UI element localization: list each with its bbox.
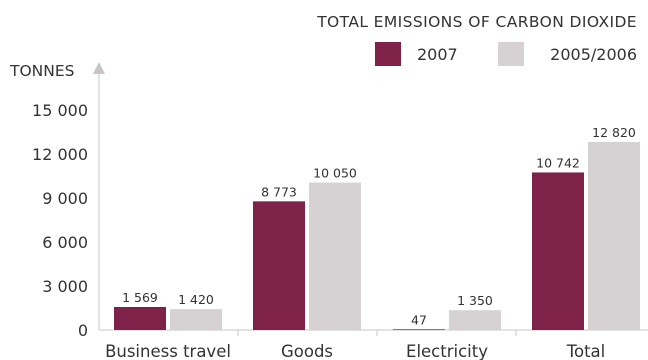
x-tick-label: Total [566,342,606,360]
y-tick-label: 12 000 [32,145,88,164]
x-tick-label: Electricity [406,342,488,360]
y-axis-ticks: 0 3 000 6 000 9 000 12 000 15 000 [32,101,88,340]
legend: 2007 2005/2006 [375,42,637,66]
data-label-2007: 47 [411,312,427,327]
bar-2007 [532,172,584,330]
legend-swatch-2005-2006 [498,42,524,66]
bar-2005-2006 [449,310,501,330]
y-axis-unit-label: TONNES [9,62,75,80]
x-axis-ticks: Business travel Goods Electricity Total [105,330,605,360]
chart-title: TOTAL EMISSIONS OF CARBON DIOXIDE [316,13,637,31]
y-axis-arrow [93,62,105,74]
data-labels: 1 569 8 773 47 10 742 1 420 10 050 1 350 12 820 [122,125,636,327]
x-tick-label: Business travel [105,342,231,360]
bars [114,141,640,330]
y-tick-label: 0 [78,321,88,340]
data-label-2005-2006: 10 050 [313,166,357,181]
data-label-2005-2006: 1 350 [457,293,493,308]
y-tick-label: 3 000 [42,277,88,296]
bar-2005-2006 [309,182,361,330]
data-label-2007: 10 742 [536,155,580,170]
y-tick-label: 6 000 [42,233,88,252]
bar-2007 [393,329,445,330]
legend-label-2007: 2007 [417,45,458,64]
bar-2007 [253,201,305,330]
legend-label-2005-2006: 2005/2006 [550,45,637,64]
bar-2005-2006 [588,141,640,330]
legend-swatch-2007 [375,42,401,66]
bar-2005-2006 [170,309,222,330]
y-tick-label: 9 000 [42,189,88,208]
bar-2007 [114,306,166,330]
data-label-2007: 1 569 [122,290,158,305]
y-tick-label: 15 000 [32,101,88,120]
x-tick-label: Goods [281,342,333,360]
data-label-2007: 8 773 [261,184,297,199]
data-label-2005-2006: 1 420 [178,292,214,307]
data-label-2005-2006: 12 820 [592,125,636,140]
